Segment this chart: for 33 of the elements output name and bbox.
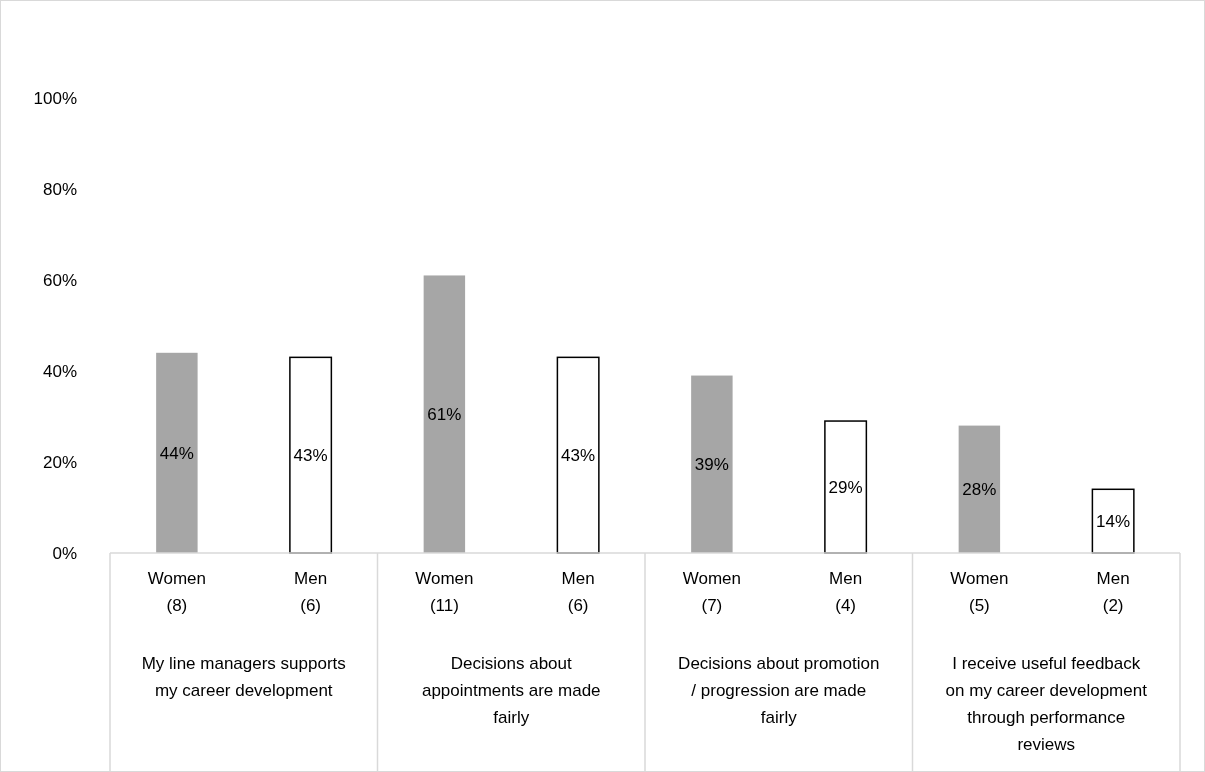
bar bbox=[556, 356, 600, 554]
text: I receive useful feedback on my career development through performance reviews bbox=[945, 654, 1148, 754]
x-tick-label: Women (7) bbox=[682, 569, 742, 615]
bar bbox=[156, 352, 198, 553]
x-tick-label: Men (4) bbox=[829, 569, 863, 615]
data-label: 28% bbox=[962, 480, 997, 500]
data-label: 14% bbox=[1096, 512, 1131, 532]
x-tick-label: Men (6) bbox=[294, 569, 328, 615]
y-tick-label: 0% bbox=[52, 543, 77, 563]
bar bbox=[423, 275, 466, 553]
data-label: 43% bbox=[561, 446, 596, 466]
x-tick-label: Women (8) bbox=[147, 569, 207, 615]
data-label: 43% bbox=[293, 446, 328, 466]
x-tick-label: Women (11) bbox=[415, 569, 474, 615]
data-label: 44% bbox=[159, 443, 194, 463]
y-tick-label: 60% bbox=[42, 270, 77, 290]
data-label: 61% bbox=[427, 405, 462, 425]
bar bbox=[691, 375, 733, 553]
text: My line managers supports my career development bbox=[141, 654, 346, 700]
data-label: 39% bbox=[694, 455, 729, 475]
text: Decisions about appointments are made fairly bbox=[421, 654, 601, 727]
data-label: 29% bbox=[828, 477, 863, 497]
y-tick-label: 40% bbox=[42, 361, 77, 381]
y-tick-label: 100% bbox=[33, 88, 77, 108]
y-tick-label: 80% bbox=[42, 179, 77, 199]
x-tick-label: Men (6) bbox=[561, 569, 595, 615]
x-tick-label: Men (2) bbox=[1096, 569, 1130, 615]
x-tick-label: Women (5) bbox=[950, 569, 1009, 615]
y-tick-label: 20% bbox=[42, 452, 77, 472]
bar bbox=[289, 356, 333, 554]
bar bbox=[824, 420, 868, 554]
text: Decisions about promotion / progression are made fairly bbox=[678, 654, 880, 727]
bar bbox=[958, 425, 1001, 553]
